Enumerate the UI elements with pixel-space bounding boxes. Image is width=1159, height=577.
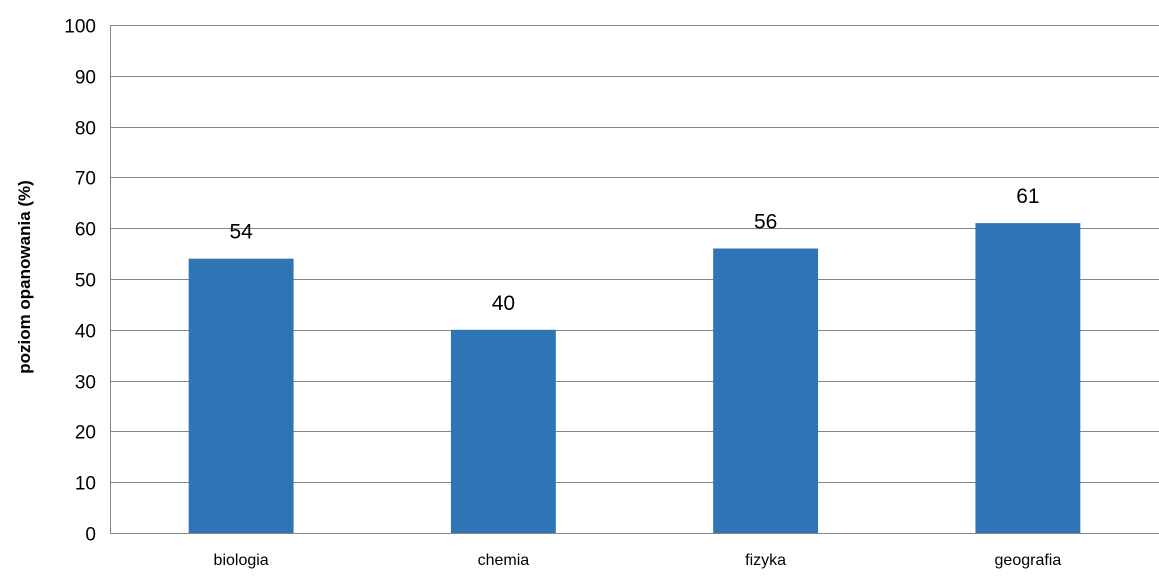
x-category-label: geografia — [995, 552, 1062, 569]
x-category-label: fizyka — [745, 552, 786, 569]
bars — [188, 223, 1081, 533]
labels: 0 10 20 30 40 50 60 70 80 90 100 54 biologia 40 chemia… — [64, 17, 1061, 570]
y-tick-label: 100 — [64, 17, 96, 38]
bar-geografia — [975, 223, 1081, 533]
y-axis-title: poziom opanowania (%) — [15, 180, 34, 374]
y-tick-label: 50 — [75, 271, 96, 292]
axes — [110, 25, 1159, 534]
data-label-fizyka: 56 — [754, 211, 777, 234]
y-tick-label: 20 — [75, 423, 96, 444]
x-category-label: chemia — [478, 552, 530, 569]
bar-fizyka — [713, 248, 819, 533]
data-label-geografia: 61 — [1016, 185, 1039, 208]
y-tick-label: 0 — [85, 525, 96, 546]
y-tick-label: 60 — [75, 220, 96, 241]
y-tick-label: 30 — [75, 373, 96, 394]
bar-chemia — [450, 329, 556, 533]
y-tick-label: 70 — [75, 169, 96, 190]
y-tick-label: 10 — [75, 474, 96, 495]
data-label-chemia: 40 — [492, 292, 515, 315]
y-tick-label: 90 — [75, 68, 96, 89]
y-tick-label: 40 — [75, 322, 96, 343]
bar-biologia — [188, 258, 294, 533]
x-category-label: biologia — [214, 552, 269, 569]
y-tick-label: 80 — [75, 119, 96, 140]
data-label-biologia: 54 — [229, 221, 253, 244]
